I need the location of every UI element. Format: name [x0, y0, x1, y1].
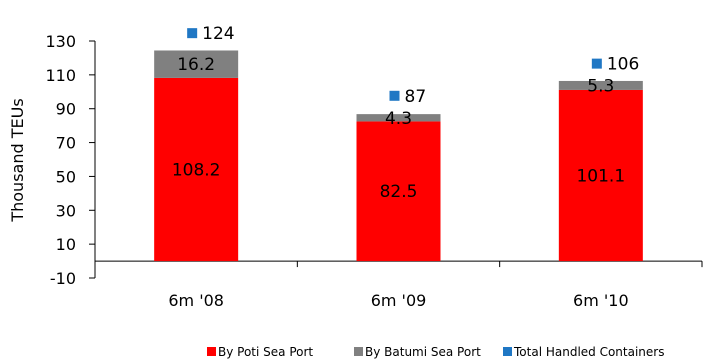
poti-value-label: 108.2 — [172, 160, 221, 180]
bars: 108.2 16.2 82.5 4.3 101.1 5.3 — [154, 50, 643, 262]
total-marker — [591, 58, 602, 69]
poti-value-label: 101.1 — [576, 166, 625, 186]
y-tick-label: 70 — [56, 134, 76, 153]
total-marker — [187, 28, 198, 39]
y-axis-title: Thousand TEUs — [8, 98, 27, 222]
y-tick-label: 90 — [56, 100, 76, 119]
x-tick-label: 6m '10 — [573, 291, 629, 310]
batumi-value-label: 4.3 — [385, 109, 412, 129]
poti-bar — [558, 89, 643, 262]
x-tick-label: 6m '09 — [371, 291, 427, 310]
batumi-value-label: 5.3 — [587, 76, 614, 96]
y-tick-label: 10 — [56, 235, 76, 254]
total-marker — [389, 90, 400, 101]
poti-bar — [356, 121, 441, 262]
y-tick-label: 110 — [45, 66, 76, 85]
totals-markers: 124 87 106 — [187, 24, 639, 107]
legend-swatch — [207, 347, 216, 356]
total-label: 106 — [607, 55, 639, 75]
total-label: 124 — [202, 24, 234, 44]
legend-label: Total Handled Containers — [513, 345, 664, 359]
legend-label: By Poti Sea Port — [218, 345, 313, 359]
y-tick-label: 130 — [45, 32, 76, 51]
y-tick-label: 30 — [56, 201, 76, 220]
axes: -10 10 30 50 70 90 110 130 6m '08 6m '09 6m '10 — [45, 32, 703, 310]
poti-bar — [154, 77, 239, 262]
batumi-bar — [154, 50, 239, 78]
y-tick-label: -10 — [50, 269, 76, 288]
legend-swatch — [503, 347, 512, 356]
batumi-bar — [558, 80, 643, 90]
batumi-value-label: 16.2 — [177, 55, 215, 75]
legend: By Poti Sea Port By Batumi Sea Port Total … — [207, 345, 664, 359]
total-label: 87 — [405, 87, 427, 107]
poti-value-label: 82.5 — [380, 182, 418, 202]
y-tick-label: 50 — [56, 167, 76, 186]
x-tick-label: 6m '08 — [168, 291, 224, 310]
batumi-bar — [356, 114, 441, 122]
legend-label: By Batumi Sea Port — [365, 345, 481, 359]
legend-swatch — [354, 347, 363, 356]
